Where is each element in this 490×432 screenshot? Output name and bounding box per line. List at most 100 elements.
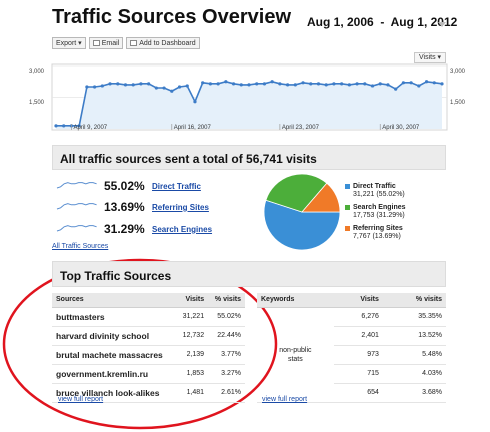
column-header[interactable]: Sources [52,293,177,308]
source-name-link[interactable]: buttmasters [52,307,177,327]
view-full-report-link[interactable]: view full report [262,396,308,403]
add-to-dashboard-button[interactable]: Add to Dashboard [126,37,200,49]
chevron-down-icon[interactable] [438,22,446,27]
chart-point[interactable] [139,82,143,86]
pie-slice[interactable] [263,199,341,251]
legend-swatch [345,184,350,189]
column-header[interactable]: % visits [208,293,245,308]
page-title: Traffic Sources Overview [52,6,292,28]
chart-point[interactable] [332,82,336,86]
email-button[interactable]: Email [88,37,124,49]
source-name-link[interactable]: government.kremlin.ru [52,364,177,384]
chart-point[interactable] [185,84,189,88]
source-name-link[interactable]: harvard divinity school [52,326,177,346]
export-button[interactable]: Export ▾ [52,37,86,49]
column-header[interactable]: % visits [382,293,446,308]
chart-point[interactable] [77,124,81,128]
source-percent: 3.27% [208,364,245,384]
chart-point[interactable] [100,84,104,88]
chart-point[interactable] [85,85,89,89]
column-header[interactable]: Visits [176,293,209,308]
chart-point[interactable] [324,83,328,87]
chart-point[interactable] [301,81,305,85]
source-visits: 12,732 [176,326,209,346]
chart-point[interactable] [316,82,321,86]
chart-point[interactable] [62,124,66,128]
legend-detail: 17,753 (31.29%) [353,212,405,219]
chart-point[interactable] [247,83,251,87]
pie-slice[interactable] [265,173,328,213]
sparkline-icon [56,222,100,236]
column-header[interactable]: Keywords [257,293,334,308]
sparklines [56,182,97,232]
source-percent: 31.29% [104,222,145,236]
envelope-icon [92,40,100,46]
chart-point[interactable] [116,82,120,86]
chart-point[interactable] [255,82,259,86]
sources-pie-chart [263,173,341,251]
chart-point[interactable] [355,82,359,86]
chart-point[interactable] [239,83,243,87]
chart-point[interactable] [108,82,112,86]
summary-total: 56,741 [246,152,283,166]
dashboard-icon [130,40,138,46]
chart-point[interactable] [440,82,444,86]
chart-point[interactable] [54,124,58,128]
chart-point[interactable] [409,81,413,85]
chart-point[interactable] [370,84,375,88]
chart-point[interactable] [123,83,128,87]
chart-point[interactable] [193,100,197,104]
direct-traffic-link[interactable]: Direct Traffic [152,181,201,191]
all-traffic-sources-link[interactable]: All Traffic Sources [52,243,109,250]
metric-select[interactable]: Visits ▾ [414,52,447,63]
chart-point[interactable] [394,87,398,91]
view-full-report-link[interactable]: view full report [58,396,104,403]
chart-point[interactable] [270,80,274,84]
chart-point[interactable] [147,82,151,86]
chart-point[interactable] [177,85,182,89]
chart-point[interactable] [386,83,390,87]
visits-line-chart: 3,000 1,500 3,000 1,500 April 9, 2007 Apr… [29,63,466,131]
table-row: non-public stats 6,276 35.35% [257,307,446,403]
chart-point[interactable] [378,82,382,86]
source-visits: 1,853 [176,364,209,384]
search-engines-link[interactable]: Search Engines [152,224,213,234]
table-row: 973 5.48% [257,345,446,365]
sparkline-icon [56,200,100,214]
chart-point[interactable] [286,83,290,87]
source-name-link[interactable]: bruce villanch look-alikes [52,383,177,403]
column-header[interactable]: Visits [333,293,383,308]
chart-point[interactable] [424,80,429,84]
chart-point[interactable] [224,80,228,84]
chart-point[interactable] [162,86,166,90]
chart-point[interactable] [417,84,421,88]
chart-point[interactable] [262,82,267,86]
chart-point[interactable] [93,85,97,89]
chart-point[interactable] [208,82,212,86]
chart-point[interactable] [216,82,220,86]
chart-point[interactable] [340,82,344,86]
chart-point[interactable] [154,86,158,90]
chart-point[interactable] [309,82,313,86]
date-separator: - [380,15,385,29]
chart-point[interactable] [347,83,351,87]
pie-legend: Direct Traffic 31,221 (55.02%) Search En… [345,183,406,246]
source-name-link[interactable]: brutal machete massacres [52,345,177,365]
chart-point[interactable] [432,81,436,85]
chart-point[interactable] [363,82,367,86]
pie-slice[interactable] [301,182,341,213]
y-tick-right: 3,000 [450,69,466,75]
source-percent: 3.77% [208,345,245,365]
chart-point[interactable] [231,82,236,86]
chart-point[interactable] [131,83,135,87]
date-start: Aug 1, 2006 [307,15,374,29]
chart-point[interactable] [293,83,297,87]
legend-swatch [345,226,350,231]
chart-point[interactable] [278,82,282,86]
referring-sites-link[interactable]: Referring Sites [152,202,209,212]
legend-item: Search Engines 17,753 (31.29%) [345,204,406,220]
chart-point[interactable] [401,81,405,85]
keyword-visits: 654 [333,383,383,403]
chart-point[interactable] [201,81,205,85]
chart-point[interactable] [170,89,174,93]
